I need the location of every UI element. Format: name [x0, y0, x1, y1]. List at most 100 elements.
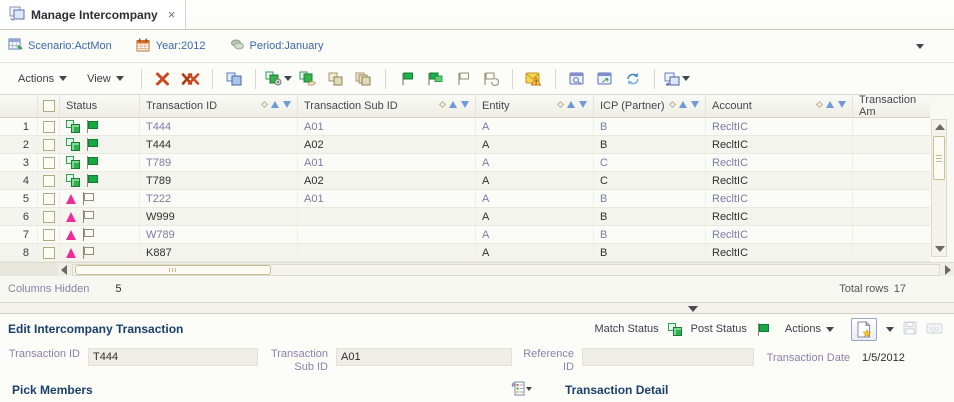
scroll-right-icon[interactable]	[942, 264, 954, 275]
post-button[interactable]	[395, 67, 419, 91]
cell-transaction-amount[interactable]	[853, 118, 930, 135]
translate-button[interactable]: xyz	[926, 321, 944, 338]
cell-icp-partner[interactable]: B	[594, 136, 706, 153]
scroll-down-icon[interactable]	[935, 246, 945, 252]
sort-ascending-icon[interactable]	[449, 101, 457, 108]
cell-transaction-amount[interactable]	[853, 226, 930, 243]
row-checkbox[interactable]	[42, 246, 55, 259]
auto-match-button[interactable]	[222, 67, 246, 91]
cell-entity[interactable]: A	[476, 172, 594, 189]
sort-descending-icon[interactable]	[579, 101, 587, 108]
horizontal-scrollbar[interactable]	[0, 262, 954, 276]
sort-ascending-icon[interactable]	[567, 101, 575, 108]
table-row[interactable]: 3 T789 A01 A C RecltIC	[0, 154, 930, 172]
cell-entity[interactable]: A	[476, 244, 594, 261]
tab-close-icon[interactable]: ×	[167, 7, 176, 22]
row-checkbox[interactable]	[42, 156, 55, 169]
sort-controls[interactable]	[668, 100, 699, 109]
save-button[interactable]	[903, 321, 917, 338]
cell-entity[interactable]: A	[476, 190, 594, 207]
cell-transaction-amount[interactable]	[853, 172, 930, 189]
cell-transaction-sub-id[interactable]: A01	[298, 118, 476, 135]
cell-account[interactable]: RecltIC	[706, 136, 853, 153]
email-alert-button[interactable]	[522, 67, 546, 91]
new-transaction-button[interactable]	[851, 317, 877, 341]
cell-transaction-id[interactable]: T789	[140, 154, 298, 171]
sort-ascending-icon[interactable]	[826, 101, 834, 108]
table-row[interactable]: 8 K887 A B RecltIC	[0, 244, 930, 262]
unpost-button[interactable]	[451, 67, 475, 91]
unpost-all-button[interactable]	[479, 67, 503, 91]
sort-handle-icon[interactable]	[815, 100, 824, 109]
vertical-scroll-thumb[interactable]	[933, 136, 945, 180]
view-menu-button[interactable]: View	[77, 72, 134, 85]
header-icp-partner[interactable]: ICP (Partner)	[594, 95, 706, 117]
panel-menu-button[interactable]	[902, 40, 924, 53]
cell-transaction-sub-id[interactable]: A02	[298, 136, 476, 153]
cell-transaction-amount[interactable]	[853, 136, 930, 153]
scroll-up-icon[interactable]	[935, 124, 945, 130]
sort-controls[interactable]	[815, 100, 846, 109]
chevron-down-icon[interactable]	[283, 76, 292, 85]
cell-icp-partner[interactable]: B	[594, 244, 706, 261]
tab-manage-intercompany[interactable]: Manage Intercompany ×	[0, 0, 187, 29]
cell-transaction-id[interactable]: K887	[140, 244, 298, 261]
transaction-date-value[interactable]: 1/5/2012	[862, 352, 905, 364]
sort-descending-icon[interactable]	[838, 101, 846, 108]
edit-actions-menu-button[interactable]: Actions	[785, 323, 834, 336]
cell-transaction-sub-id[interactable]	[298, 226, 476, 243]
cell-account[interactable]: RecltIC	[706, 244, 853, 261]
row-checkbox[interactable]	[42, 120, 55, 133]
sort-ascending-icon[interactable]	[679, 101, 687, 108]
sort-controls[interactable]	[438, 100, 469, 109]
horizontal-scroll-thumb[interactable]	[75, 264, 271, 275]
row-checkbox[interactable]	[42, 228, 55, 241]
cell-icp-partner[interactable]: B	[594, 190, 706, 207]
cell-transaction-id[interactable]: T789	[140, 172, 298, 189]
cell-transaction-sub-id[interactable]	[298, 208, 476, 225]
post-all-button[interactable]	[423, 67, 447, 91]
chevron-down-icon[interactable]	[681, 76, 690, 85]
refresh-button[interactable]	[621, 67, 645, 91]
delete-all-button[interactable]	[179, 67, 203, 91]
header-entity[interactable]: Entity	[476, 95, 594, 117]
cell-icp-partner[interactable]: B	[594, 226, 706, 243]
sort-descending-icon[interactable]	[461, 101, 469, 108]
row-checkbox[interactable]	[42, 192, 55, 205]
pov-scenario[interactable]: Scenario:ActMon	[8, 38, 112, 54]
sort-handle-icon[interactable]	[668, 100, 677, 109]
cell-transaction-id[interactable]: W999	[140, 208, 298, 225]
cell-account[interactable]: RecltIC	[706, 172, 853, 189]
transaction-sub-id-field[interactable]	[336, 348, 512, 366]
cell-transaction-amount[interactable]	[853, 190, 930, 207]
unmatch-button[interactable]	[324, 67, 348, 91]
table-row[interactable]: 2 T444 A02 A B RecltIC	[0, 136, 930, 154]
sort-handle-icon[interactable]	[260, 100, 269, 109]
cell-transaction-amount[interactable]	[853, 244, 930, 261]
open-report-button[interactable]	[565, 67, 589, 91]
member-selector-button[interactable]	[510, 380, 532, 397]
header-account[interactable]: Account	[706, 95, 853, 117]
cell-entity[interactable]: A	[476, 226, 594, 243]
cell-transaction-sub-id[interactable]	[298, 244, 476, 261]
pov-year[interactable]: Year:2012	[136, 38, 206, 55]
cell-entity[interactable]: A	[476, 136, 594, 153]
table-row[interactable]: 6 W999 A B RecltIC	[0, 208, 930, 226]
row-checkbox[interactable]	[42, 174, 55, 187]
collapse-panel-icon[interactable]	[688, 306, 698, 312]
sort-handle-icon[interactable]	[438, 100, 447, 109]
table-row[interactable]: 1 T444 A01 A B RecltIC	[0, 118, 930, 136]
unmatch-all-button[interactable]	[352, 67, 376, 91]
drill-detail-button[interactable]	[593, 67, 617, 91]
horizontal-scroll-track[interactable]	[72, 263, 940, 276]
cell-entity[interactable]: A	[476, 118, 594, 135]
cell-transaction-sub-id[interactable]: A02	[298, 172, 476, 189]
header-transaction-amount[interactable]: Transaction Am	[859, 94, 917, 118]
transaction-id-field[interactable]	[88, 348, 258, 366]
cell-account[interactable]: RecltIC	[706, 190, 853, 207]
sort-controls[interactable]	[260, 100, 291, 109]
reference-id-field[interactable]	[582, 348, 754, 366]
table-row[interactable]: 5 T222 A01 A B RecltIC	[0, 190, 930, 208]
cell-transaction-sub-id[interactable]: A01	[298, 154, 476, 171]
actions-menu-button[interactable]: Actions	[8, 72, 77, 85]
